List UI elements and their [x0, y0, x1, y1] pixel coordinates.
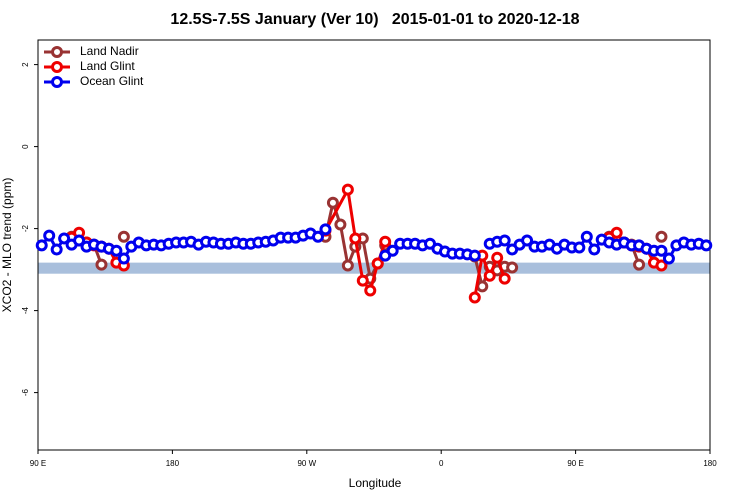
x-tick-label: 0	[439, 459, 444, 468]
data-point	[58, 232, 71, 245]
legend-swatch-marker	[51, 61, 63, 73]
data-point	[662, 252, 675, 265]
data-point	[334, 218, 347, 231]
data-point	[498, 272, 511, 285]
data-point	[655, 259, 668, 272]
legend-swatch-marker	[51, 76, 63, 88]
data-point	[341, 259, 354, 272]
data-point	[655, 244, 668, 257]
data-point	[371, 257, 384, 270]
data-point	[319, 223, 332, 236]
data-point	[364, 284, 377, 297]
x-tick-label: 90 E	[30, 459, 46, 468]
legend-label: Land Glint	[80, 59, 135, 73]
data-point	[73, 234, 86, 247]
data-point	[655, 230, 668, 243]
x-tick-label: 180	[703, 459, 717, 468]
data-point	[700, 239, 713, 252]
legend-swatch-marker	[51, 46, 63, 58]
data-point	[468, 291, 481, 304]
y-axis-label: XCO2 - MLO trend (ppm)	[0, 178, 14, 313]
data-point	[341, 183, 354, 196]
data-point	[476, 280, 489, 293]
data-point	[573, 241, 586, 254]
data-point	[43, 229, 56, 242]
data-point	[35, 239, 48, 252]
data-point	[117, 230, 130, 243]
chart-title: 12.5S-7.5S January (Ver 10) 2015-01-01 t…	[170, 11, 579, 28]
data-point	[110, 244, 123, 257]
data-point	[386, 244, 399, 257]
x-tick-label: 90 W	[297, 459, 316, 468]
data-point	[580, 230, 593, 243]
data-point	[468, 249, 481, 262]
y-tick-label: 0	[21, 144, 30, 149]
data-point	[326, 196, 339, 209]
data-point	[521, 234, 534, 247]
x-axis-label: Longitude	[349, 476, 402, 490]
data-point	[50, 243, 63, 256]
y-tick-label: 2	[21, 62, 30, 67]
data-point	[498, 234, 511, 247]
y-tick-label: -4	[21, 306, 30, 314]
data-point	[610, 226, 623, 239]
y-tick-label: -6	[21, 388, 30, 396]
data-point	[588, 243, 601, 256]
x-tick-label: 90 E	[567, 459, 583, 468]
y-tick-label: -2	[21, 224, 30, 232]
data-point	[483, 269, 496, 282]
data-point	[349, 232, 362, 245]
data-point	[117, 252, 130, 265]
data-point	[491, 251, 504, 264]
data-point	[379, 235, 392, 248]
data-point	[506, 261, 519, 274]
legend-label: Ocean Glint	[80, 74, 144, 88]
legend-label: Land Nadir	[80, 44, 139, 58]
data-point	[356, 274, 369, 287]
data-point	[95, 258, 108, 271]
data-point	[312, 230, 324, 243]
x-tick-label: 180	[166, 459, 180, 468]
data-point	[633, 258, 646, 271]
